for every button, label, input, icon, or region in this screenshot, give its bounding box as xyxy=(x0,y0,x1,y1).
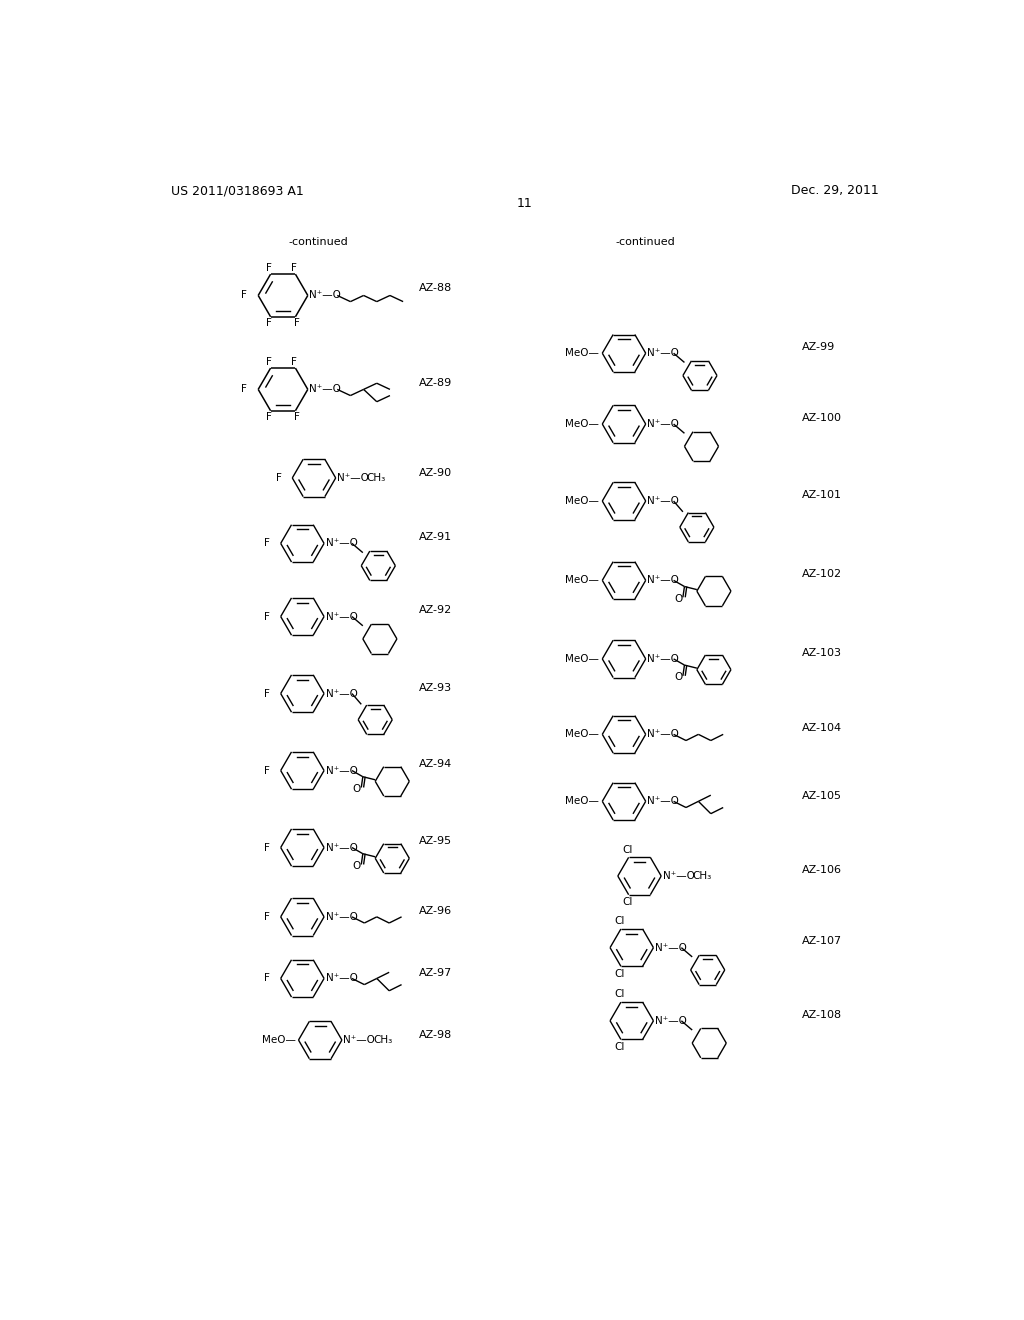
Text: F: F xyxy=(275,473,282,483)
Text: 11: 11 xyxy=(517,197,532,210)
Text: F: F xyxy=(266,356,272,367)
Text: AZ-102: AZ-102 xyxy=(802,569,843,579)
Text: AZ-93: AZ-93 xyxy=(419,684,452,693)
Text: AZ-105: AZ-105 xyxy=(802,791,843,801)
Text: AZ-108: AZ-108 xyxy=(802,1010,843,1019)
Text: AZ-98: AZ-98 xyxy=(419,1030,452,1040)
Text: N⁺—O: N⁺—O xyxy=(655,942,687,953)
Text: AZ-92: AZ-92 xyxy=(419,606,452,615)
Text: Cl: Cl xyxy=(614,1043,625,1052)
Text: N⁺—O: N⁺—O xyxy=(647,496,679,506)
Text: O: O xyxy=(674,672,682,682)
Text: F: F xyxy=(294,412,300,422)
Text: N⁺—O: N⁺—O xyxy=(309,384,341,395)
Text: F: F xyxy=(264,689,270,698)
Text: N⁺—O: N⁺—O xyxy=(326,766,357,776)
Text: AZ-107: AZ-107 xyxy=(802,936,843,946)
Text: AZ-100: AZ-100 xyxy=(802,413,843,422)
Text: AZ-89: AZ-89 xyxy=(419,379,452,388)
Text: N⁺—O: N⁺—O xyxy=(655,1016,687,1026)
Text: US 2011/0318693 A1: US 2011/0318693 A1 xyxy=(171,185,303,197)
Text: N⁺—O: N⁺—O xyxy=(647,796,679,807)
Text: Dec. 29, 2011: Dec. 29, 2011 xyxy=(792,185,879,197)
Text: N⁺—O: N⁺—O xyxy=(326,912,357,921)
Text: N⁺—O: N⁺—O xyxy=(326,973,357,983)
Text: N⁺—O: N⁺—O xyxy=(309,290,341,301)
Text: N⁺—O: N⁺—O xyxy=(343,1035,376,1045)
Text: AZ-96: AZ-96 xyxy=(419,907,452,916)
Text: CH₃: CH₃ xyxy=(373,1035,392,1045)
Text: MeO—: MeO— xyxy=(565,796,599,807)
Text: Cl: Cl xyxy=(614,990,625,999)
Text: N⁺—O: N⁺—O xyxy=(647,730,679,739)
Text: F: F xyxy=(264,539,270,548)
Text: F: F xyxy=(264,973,270,983)
Text: N⁺—O: N⁺—O xyxy=(663,871,694,880)
Text: N⁺—O: N⁺—O xyxy=(647,653,679,664)
Text: AZ-106: AZ-106 xyxy=(802,865,843,875)
Text: O: O xyxy=(674,594,682,603)
Text: N⁺—O: N⁺—O xyxy=(647,576,679,585)
Text: MeO—: MeO— xyxy=(565,576,599,585)
Text: F: F xyxy=(294,318,300,327)
Text: AZ-94: AZ-94 xyxy=(419,759,452,768)
Text: F: F xyxy=(266,263,272,273)
Text: F: F xyxy=(291,263,297,273)
Text: MeO—: MeO— xyxy=(565,348,599,358)
Text: AZ-91: AZ-91 xyxy=(419,532,452,543)
Text: O: O xyxy=(352,784,360,795)
Text: MeO—: MeO— xyxy=(565,653,599,664)
Text: N⁺—O: N⁺—O xyxy=(647,348,679,358)
Text: AZ-99: AZ-99 xyxy=(802,342,836,352)
Text: AZ-103: AZ-103 xyxy=(802,648,843,657)
Text: MeO—: MeO— xyxy=(261,1035,295,1045)
Text: MeO—: MeO— xyxy=(565,730,599,739)
Text: AZ-101: AZ-101 xyxy=(802,490,843,500)
Text: AZ-97: AZ-97 xyxy=(419,968,452,978)
Text: Cl: Cl xyxy=(622,898,632,907)
Text: Cl: Cl xyxy=(614,916,625,927)
Text: N⁺—O: N⁺—O xyxy=(326,539,357,548)
Text: F: F xyxy=(264,611,270,622)
Text: N⁺—O: N⁺—O xyxy=(337,473,369,483)
Text: N⁺—O: N⁺—O xyxy=(647,418,679,429)
Text: AZ-90: AZ-90 xyxy=(419,467,452,478)
Text: -continued: -continued xyxy=(615,236,676,247)
Text: N⁺—O: N⁺—O xyxy=(326,611,357,622)
Text: Cl: Cl xyxy=(622,845,632,854)
Text: F: F xyxy=(264,912,270,921)
Text: Cl: Cl xyxy=(614,969,625,979)
Text: MeO—: MeO— xyxy=(565,418,599,429)
Text: AZ-95: AZ-95 xyxy=(419,836,452,846)
Text: AZ-104: AZ-104 xyxy=(802,723,843,733)
Text: AZ-88: AZ-88 xyxy=(419,282,452,293)
Text: F: F xyxy=(242,290,248,301)
Text: O: O xyxy=(352,861,360,871)
Text: N⁺—O: N⁺—O xyxy=(326,689,357,698)
Text: F: F xyxy=(242,384,248,395)
Text: F: F xyxy=(266,412,272,422)
Text: N⁺—O: N⁺—O xyxy=(326,842,357,853)
Text: CH₃: CH₃ xyxy=(692,871,712,880)
Text: -continued: -continued xyxy=(288,236,348,247)
Text: MeO—: MeO— xyxy=(565,496,599,506)
Text: F: F xyxy=(264,842,270,853)
Text: F: F xyxy=(264,766,270,776)
Text: F: F xyxy=(266,318,272,327)
Text: CH₃: CH₃ xyxy=(367,473,386,483)
Text: F: F xyxy=(291,356,297,367)
